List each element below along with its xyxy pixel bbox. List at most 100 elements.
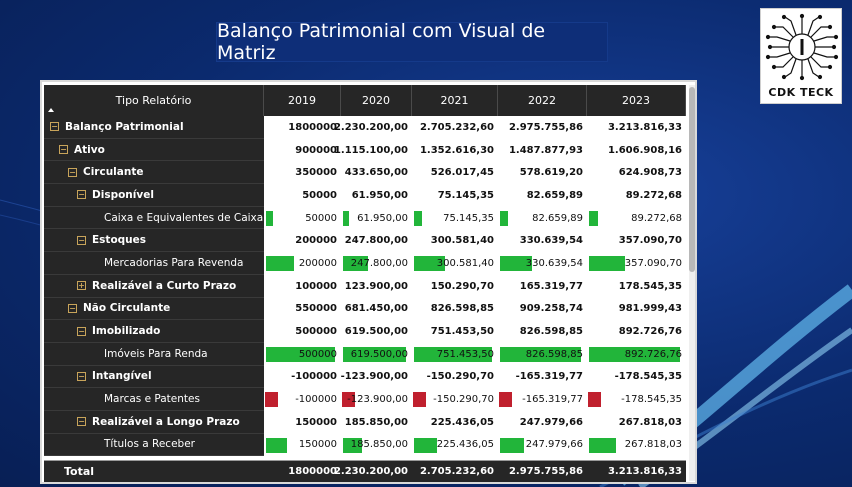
value-cell-2022[interactable]: -165.319,77 bbox=[498, 366, 587, 389]
header-year-2019[interactable]: 2019 bbox=[264, 85, 341, 116]
table-row[interactable]: − Não Circulante 550000 681.450,00 826.598,8… bbox=[44, 297, 686, 321]
value-cell-2021[interactable]: -150.290,70 bbox=[412, 388, 498, 411]
value-cell-2020[interactable]: 619.500,00 bbox=[341, 343, 412, 366]
collapse-icon[interactable]: − bbox=[68, 167, 77, 177]
value-cell-2022[interactable]: 82.659,89 bbox=[498, 207, 587, 230]
value-cell-2019[interactable]: 50000 bbox=[264, 207, 341, 230]
value-cell-2020[interactable]: 61.950,00 bbox=[341, 207, 412, 230]
value-cell-2019[interactable]: 550000 bbox=[264, 298, 341, 321]
value-cell-2019[interactable]: 50000 bbox=[264, 184, 341, 207]
value-cell-2019[interactable]: 350000 bbox=[264, 161, 341, 184]
value-cell-2021[interactable]: -150.290,70 bbox=[412, 366, 498, 389]
value-cell-2023[interactable]: 357.090,70 bbox=[587, 252, 686, 275]
value-cell-2021[interactable]: 75.145,35 bbox=[412, 184, 498, 207]
scrollbar-thumb[interactable] bbox=[689, 87, 695, 272]
value-cell-2022[interactable]: 165.319,77 bbox=[498, 275, 587, 298]
table-row[interactable]: Caixa e Equivalentes de Caixa 50000 61.950… bbox=[44, 206, 686, 230]
collapse-icon[interactable]: − bbox=[77, 190, 86, 200]
value-cell-2022[interactable]: 909.258,74 bbox=[498, 298, 587, 321]
value-cell-2020[interactable]: -123.900,00 bbox=[341, 388, 412, 411]
value-cell-2022[interactable]: 247.979,66 bbox=[498, 434, 587, 457]
value-cell-2020[interactable]: 681.450,00 bbox=[341, 298, 412, 321]
table-row[interactable]: − Realizável a Longo Prazo 150000 185.850,0… bbox=[44, 410, 686, 434]
value-cell-2023[interactable]: 267.818,03 bbox=[587, 434, 686, 457]
collapse-icon[interactable]: − bbox=[77, 417, 86, 427]
value-cell-2020[interactable]: 433.650,00 bbox=[341, 161, 412, 184]
sort-ascending-icon[interactable] bbox=[48, 108, 54, 112]
value-cell-2022[interactable]: 330.639,54 bbox=[498, 229, 587, 252]
value-cell-2021[interactable]: 225.436,05 bbox=[412, 434, 498, 457]
value-cell-2020[interactable]: 619.500,00 bbox=[341, 320, 412, 343]
collapse-icon[interactable]: − bbox=[68, 303, 77, 313]
value-cell-2022[interactable]: 826.598,85 bbox=[498, 343, 587, 366]
value-cell-2020[interactable]: -123.900,00 bbox=[341, 366, 412, 389]
value-cell-2019[interactable]: 200000 bbox=[264, 229, 341, 252]
table-row[interactable]: Imóveis Para Renda 500000 619.500,00 751.45… bbox=[44, 342, 686, 366]
value-cell-2021[interactable]: 826.598,85 bbox=[412, 298, 498, 321]
table-row[interactable]: Mercadorias Para Revenda 200000 247.800,00… bbox=[44, 252, 686, 275]
value-cell-2020[interactable]: 61.950,00 bbox=[341, 184, 412, 207]
value-cell-2022[interactable]: 330.639,54 bbox=[498, 252, 587, 275]
value-cell-2023[interactable]: 1.606.908,16 bbox=[587, 139, 686, 162]
value-cell-2023[interactable]: 981.999,43 bbox=[587, 298, 686, 321]
value-cell-2019[interactable]: 150000 bbox=[264, 434, 341, 457]
expand-icon[interactable]: + bbox=[77, 281, 86, 291]
value-cell-2023[interactable]: -178.545,35 bbox=[587, 388, 686, 411]
value-cell-2019[interactable]: 900000 bbox=[264, 139, 341, 162]
header-year-2020[interactable]: 2020 bbox=[341, 85, 412, 116]
value-cell-2021[interactable]: 225.436,05 bbox=[412, 411, 498, 434]
value-cell-2021[interactable]: 751.453,50 bbox=[412, 343, 498, 366]
value-cell-2020[interactable]: 247.800,00 bbox=[341, 229, 412, 252]
value-cell-2019[interactable]: -100000 bbox=[264, 366, 341, 389]
table-row[interactable]: − Balanço Patrimonial 1800000 2.230.200,00 2… bbox=[44, 116, 686, 139]
value-cell-2022[interactable]: 578.619,20 bbox=[498, 161, 587, 184]
collapse-icon[interactable]: − bbox=[77, 326, 86, 336]
value-cell-2023[interactable]: 3.213.816,33 bbox=[587, 116, 686, 139]
value-cell-2023[interactable]: 624.908,73 bbox=[587, 161, 686, 184]
value-cell-2022[interactable]: 1.487.877,93 bbox=[498, 139, 587, 162]
header-year-2023[interactable]: 2023 bbox=[587, 85, 686, 116]
collapse-icon[interactable]: − bbox=[50, 122, 59, 132]
matrix-visual[interactable]: Tipo Relatório 2019 2020 2021 2022 2023 − Bal… bbox=[40, 80, 697, 484]
value-cell-2019[interactable]: 1800000 bbox=[264, 116, 341, 139]
table-row[interactable]: − Disponível 50000 61.950,00 75.145,35 82.659… bbox=[44, 184, 686, 207]
value-cell-2021[interactable]: 150.290,70 bbox=[412, 275, 498, 298]
value-cell-2020[interactable]: 185.850,00 bbox=[341, 434, 412, 457]
value-cell-2023[interactable]: 178.545,35 bbox=[587, 275, 686, 298]
value-cell-2020[interactable]: 2.230.200,00 bbox=[334, 116, 412, 139]
value-cell-2023[interactable]: -178.545,35 bbox=[587, 366, 686, 389]
value-cell-2023[interactable]: 89.272,68 bbox=[587, 207, 686, 230]
value-cell-2020[interactable]: 185.850,00 bbox=[341, 411, 412, 434]
value-cell-2019[interactable]: -100000 bbox=[264, 388, 341, 411]
value-cell-2019[interactable]: 500000 bbox=[264, 343, 341, 366]
value-cell-2019[interactable]: 200000 bbox=[264, 252, 341, 275]
value-cell-2020[interactable]: 247.800,00 bbox=[341, 252, 412, 275]
value-cell-2022[interactable]: 82.659,89 bbox=[498, 184, 587, 207]
header-year-2022[interactable]: 2022 bbox=[498, 85, 587, 116]
value-cell-2021[interactable]: 75.145,35 bbox=[412, 207, 498, 230]
value-cell-2023[interactable]: 892.726,76 bbox=[587, 343, 686, 366]
value-cell-2023[interactable]: 357.090,70 bbox=[587, 229, 686, 252]
collapse-icon[interactable]: − bbox=[77, 371, 86, 381]
collapse-icon[interactable]: − bbox=[77, 235, 86, 245]
value-cell-2020[interactable]: 123.900,00 bbox=[341, 275, 412, 298]
table-row[interactable]: − Imobilizado 500000 619.500,00 751.453,50 82… bbox=[44, 320, 686, 343]
value-cell-2021[interactable]: 300.581,40 bbox=[412, 229, 498, 252]
value-cell-2021[interactable]: 300.581,40 bbox=[412, 252, 498, 275]
value-cell-2022[interactable]: 247.979,66 bbox=[498, 411, 587, 434]
table-row[interactable]: − Ativo 900000 1.115.100,00 1.352.616,30 1.48… bbox=[44, 138, 686, 162]
header-tipo-relatorio[interactable]: Tipo Relatório bbox=[44, 85, 264, 116]
value-cell-2019[interactable]: 100000 bbox=[264, 275, 341, 298]
value-cell-2023[interactable]: 267.818,03 bbox=[587, 411, 686, 434]
table-row[interactable]: − Intangível -100000 -123.900,00 -150.290,70… bbox=[44, 365, 686, 389]
value-cell-2021[interactable]: 526.017,45 bbox=[412, 161, 498, 184]
value-cell-2023[interactable]: 892.726,76 bbox=[587, 320, 686, 343]
value-cell-2021[interactable]: 751.453,50 bbox=[412, 320, 498, 343]
value-cell-2022[interactable]: 826.598,85 bbox=[498, 320, 587, 343]
value-cell-2021[interactable]: 2.705.232,60 bbox=[412, 116, 498, 139]
value-cell-2022[interactable]: -165.319,77 bbox=[498, 388, 587, 411]
value-cell-2019[interactable]: 150000 bbox=[264, 411, 341, 434]
value-cell-2022[interactable]: 2.975.755,86 bbox=[498, 116, 587, 139]
table-row[interactable]: − Circulante 350000 433.650,00 526.017,45 578… bbox=[44, 161, 686, 185]
header-year-2021[interactable]: 2021 bbox=[412, 85, 498, 116]
